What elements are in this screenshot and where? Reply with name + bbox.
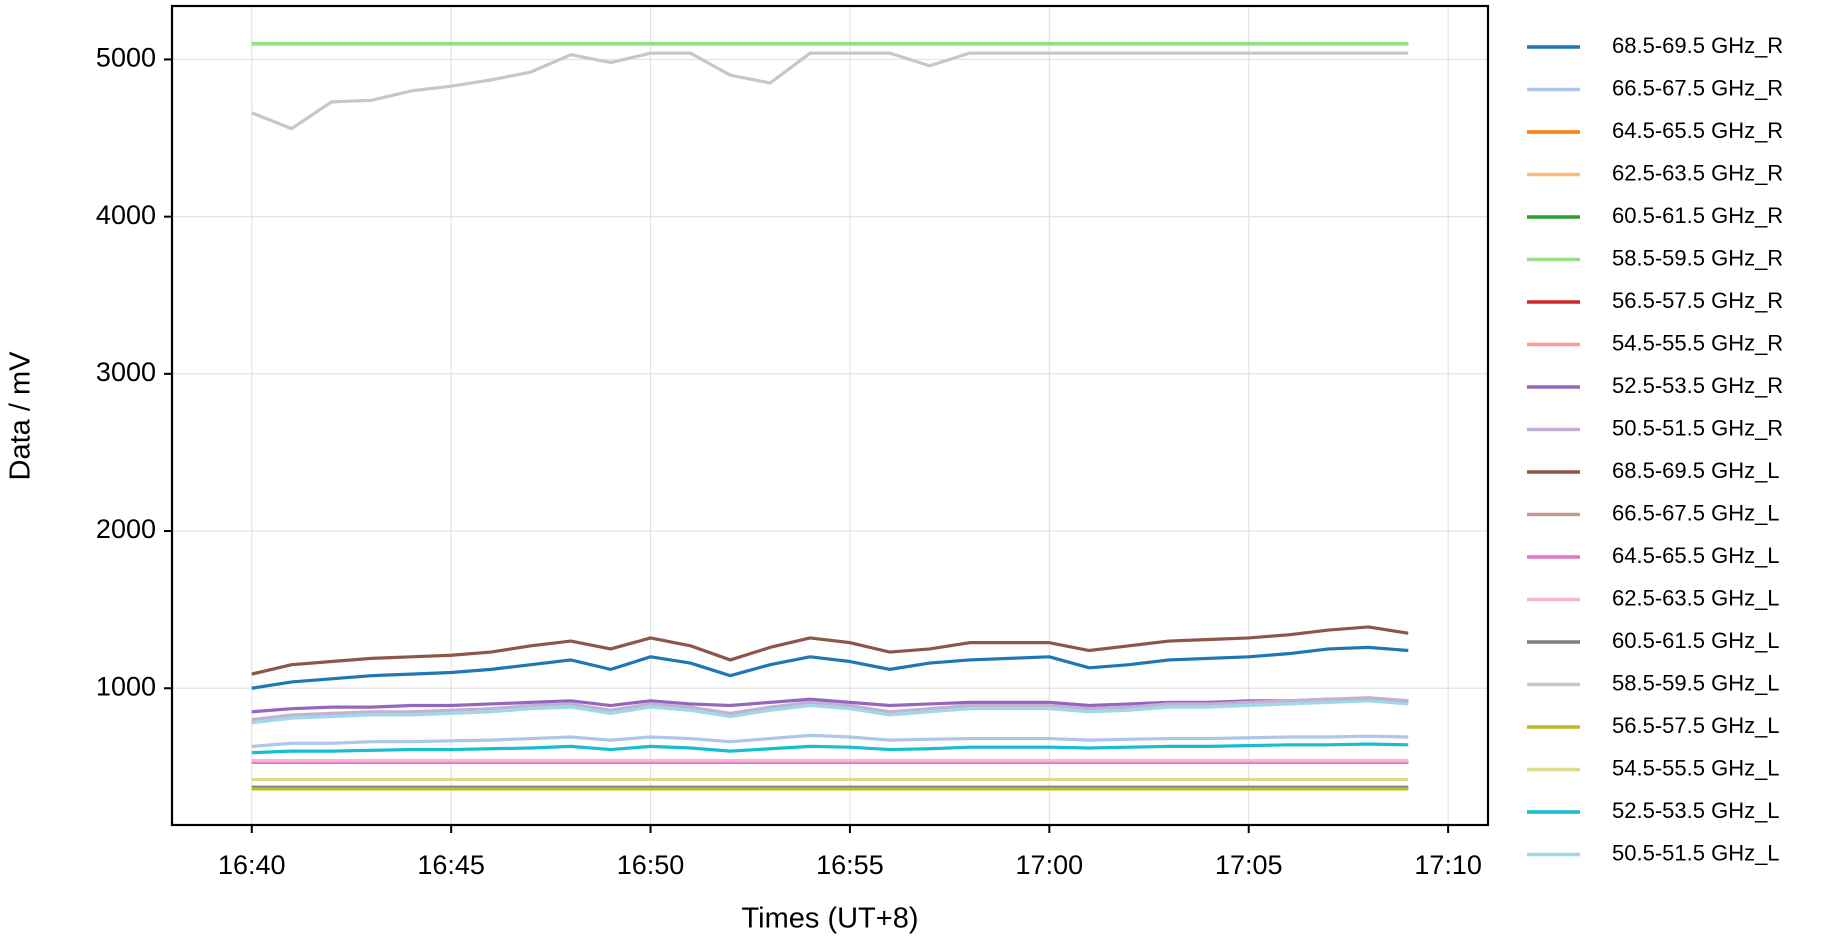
legend-label: 68.5-69.5 GHz_R <box>1612 33 1783 58</box>
legend-label: 60.5-61.5 GHz_R <box>1612 203 1783 228</box>
y-tick-label: 3000 <box>96 357 156 387</box>
legend-label: 62.5-63.5 GHz_L <box>1612 585 1780 610</box>
series-line <box>251 733 1409 748</box>
y-tick-label: 2000 <box>96 514 156 544</box>
y-axis-title: Data / mV <box>5 351 37 481</box>
x-tick-label: 16:50 <box>617 850 685 880</box>
legend-label: 56.5-57.5 GHz_L <box>1612 713 1780 738</box>
y-tick-label: 1000 <box>96 671 156 701</box>
legend-label: 58.5-59.5 GHz_L <box>1612 670 1780 695</box>
x-tick-label: 17:00 <box>1016 850 1084 880</box>
legend-label: 66.5-67.5 GHz_R <box>1612 75 1783 100</box>
x-tick-label: 16:45 <box>417 850 485 880</box>
legend-label: 58.5-59.5 GHz_R <box>1612 245 1783 270</box>
series-line <box>251 51 1409 131</box>
legend-label: 54.5-55.5 GHz_L <box>1612 755 1780 780</box>
legend-label: 50.5-51.5 GHz_R <box>1612 415 1783 440</box>
legend-label: 54.5-55.5 GHz_R <box>1612 330 1783 355</box>
x-tick-label: 17:10 <box>1414 850 1482 880</box>
series-line <box>251 699 1409 725</box>
series-line <box>251 645 1409 690</box>
legend-label: 64.5-65.5 GHz_R <box>1612 118 1783 143</box>
legend-label: 50.5-51.5 GHz_L <box>1612 840 1780 865</box>
series-line <box>251 625 1409 676</box>
series-line <box>251 696 1409 722</box>
legend-label: 52.5-53.5 GHz_L <box>1612 798 1780 823</box>
x-tick-label: 17:05 <box>1215 850 1283 880</box>
legend-label: 62.5-63.5 GHz_R <box>1612 160 1783 185</box>
legend-label: 64.5-65.5 GHz_L <box>1612 543 1780 568</box>
x-tick-label: 16:55 <box>816 850 884 880</box>
series-line <box>251 742 1409 755</box>
legend-label: 66.5-67.5 GHz_L <box>1612 500 1780 525</box>
plot-frame <box>170 4 1490 827</box>
legend-label: 68.5-69.5 GHz_L <box>1612 458 1780 483</box>
legend-label: 52.5-53.5 GHz_R <box>1612 373 1783 398</box>
y-tick-label: 4000 <box>96 200 156 230</box>
y-tick-label: 5000 <box>96 43 156 73</box>
x-axis-title: Times (UT+8) <box>742 903 919 935</box>
legend-label: 56.5-57.5 GHz_R <box>1612 288 1783 313</box>
x-tick-label: 16:40 <box>218 850 286 880</box>
legend-label: 60.5-61.5 GHz_L <box>1612 628 1780 653</box>
